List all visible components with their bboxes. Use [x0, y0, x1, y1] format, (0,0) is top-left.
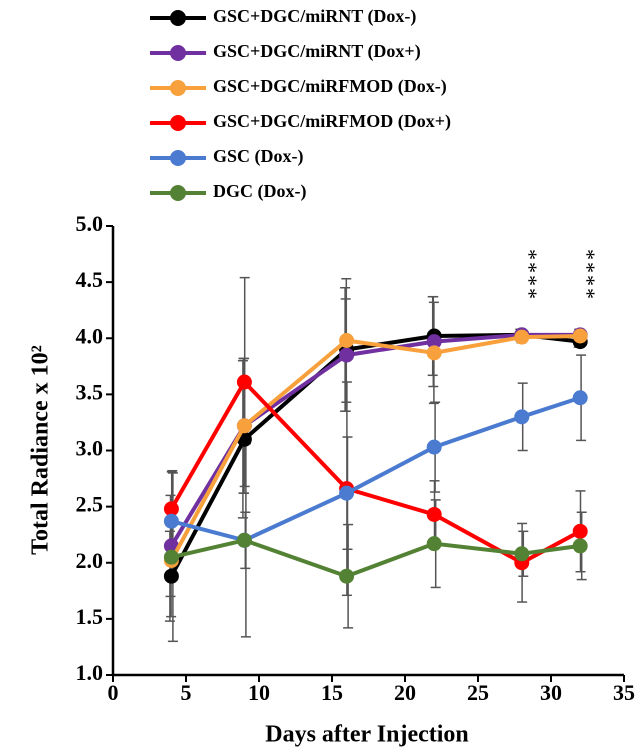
- data-point: [572, 538, 588, 554]
- data-point: [339, 568, 355, 584]
- data-point: [572, 523, 588, 539]
- annotation: ****: [517, 249, 542, 301]
- series-line: [169, 332, 581, 547]
- y-tick-label: 4.5: [76, 267, 104, 292]
- series-line: [170, 395, 581, 543]
- y-axis-title: Total Radiance x 10²: [28, 345, 54, 555]
- y-tick-label: 3.0: [76, 436, 104, 461]
- series-line: [169, 334, 581, 562]
- y-tick-label: 1.0: [76, 660, 104, 685]
- legend-label: DGC (Dox-): [213, 181, 306, 202]
- y-tick-label: 1.5: [76, 604, 104, 629]
- y-tick-label: 2.5: [76, 492, 104, 517]
- legend-marker: [170, 150, 186, 166]
- data-point: [514, 546, 530, 562]
- legend-label: GSC+DGC/miRNT (Dox-): [213, 6, 416, 27]
- data-point: [339, 485, 355, 501]
- data-point: [339, 347, 355, 363]
- data-point: [339, 332, 355, 348]
- legend-marker: [170, 185, 186, 201]
- x-tick-label: 30: [540, 680, 562, 705]
- x-tick-label: 20: [394, 680, 416, 705]
- legend-label: GSC+DGC/miRFMOD (Dox+): [213, 111, 451, 132]
- x-tick-label: 25: [467, 680, 489, 705]
- data-point: [572, 390, 588, 406]
- x-axis-title: Days after Injection: [265, 722, 469, 748]
- x-tick-label: 5: [181, 680, 192, 705]
- series-line: [169, 378, 582, 566]
- data-point: [426, 536, 442, 552]
- data-point: [163, 549, 179, 565]
- data-point: [426, 334, 442, 350]
- data-point: [572, 328, 588, 344]
- legend-marker: [170, 10, 186, 26]
- legend-label: GSC+DGC/miRNT (Dox+): [213, 41, 421, 62]
- x-tick-label: 10: [248, 680, 270, 705]
- data-point: [426, 345, 442, 361]
- legend-marker: [170, 45, 186, 61]
- data-point: [236, 374, 252, 390]
- data-point: [514, 409, 530, 425]
- data-point: [426, 439, 442, 455]
- data-point: [163, 568, 179, 584]
- data-point: [426, 506, 442, 522]
- y-tick-label: 5.0: [76, 211, 104, 236]
- y-tick-label: 3.5: [76, 379, 104, 404]
- legend-label: GSC (Dox-): [213, 146, 304, 167]
- data-point: [163, 513, 179, 529]
- x-tick-label: 15: [321, 680, 343, 705]
- data-point: [236, 418, 252, 434]
- legend-marker: [170, 115, 186, 131]
- x-tick-label: 0: [108, 680, 119, 705]
- data-point: [236, 532, 252, 548]
- y-tick-label: 2.0: [76, 548, 104, 573]
- legend-label: GSC+DGC/miRFMOD (Dox-): [213, 76, 447, 97]
- series-line: [169, 332, 581, 578]
- data-point: [514, 329, 530, 345]
- annotation: ****: [575, 249, 600, 301]
- x-tick-label: 35: [613, 680, 635, 705]
- series-line: [170, 538, 581, 579]
- data-point: [163, 501, 179, 517]
- y-tick-label: 4.0: [76, 323, 104, 348]
- legend-marker: [170, 80, 186, 96]
